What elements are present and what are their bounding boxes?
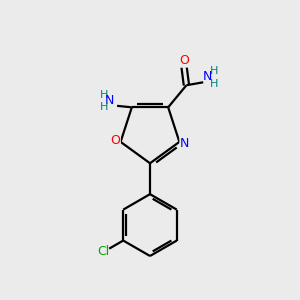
Text: H: H <box>210 66 218 76</box>
Text: N: N <box>180 137 189 150</box>
Text: N: N <box>105 94 114 107</box>
Text: H: H <box>100 102 109 112</box>
Text: O: O <box>179 54 189 67</box>
Text: O: O <box>110 134 120 147</box>
Text: H: H <box>100 90 109 100</box>
Text: H: H <box>210 79 218 89</box>
Text: N: N <box>203 70 212 83</box>
Text: Cl: Cl <box>98 245 110 258</box>
